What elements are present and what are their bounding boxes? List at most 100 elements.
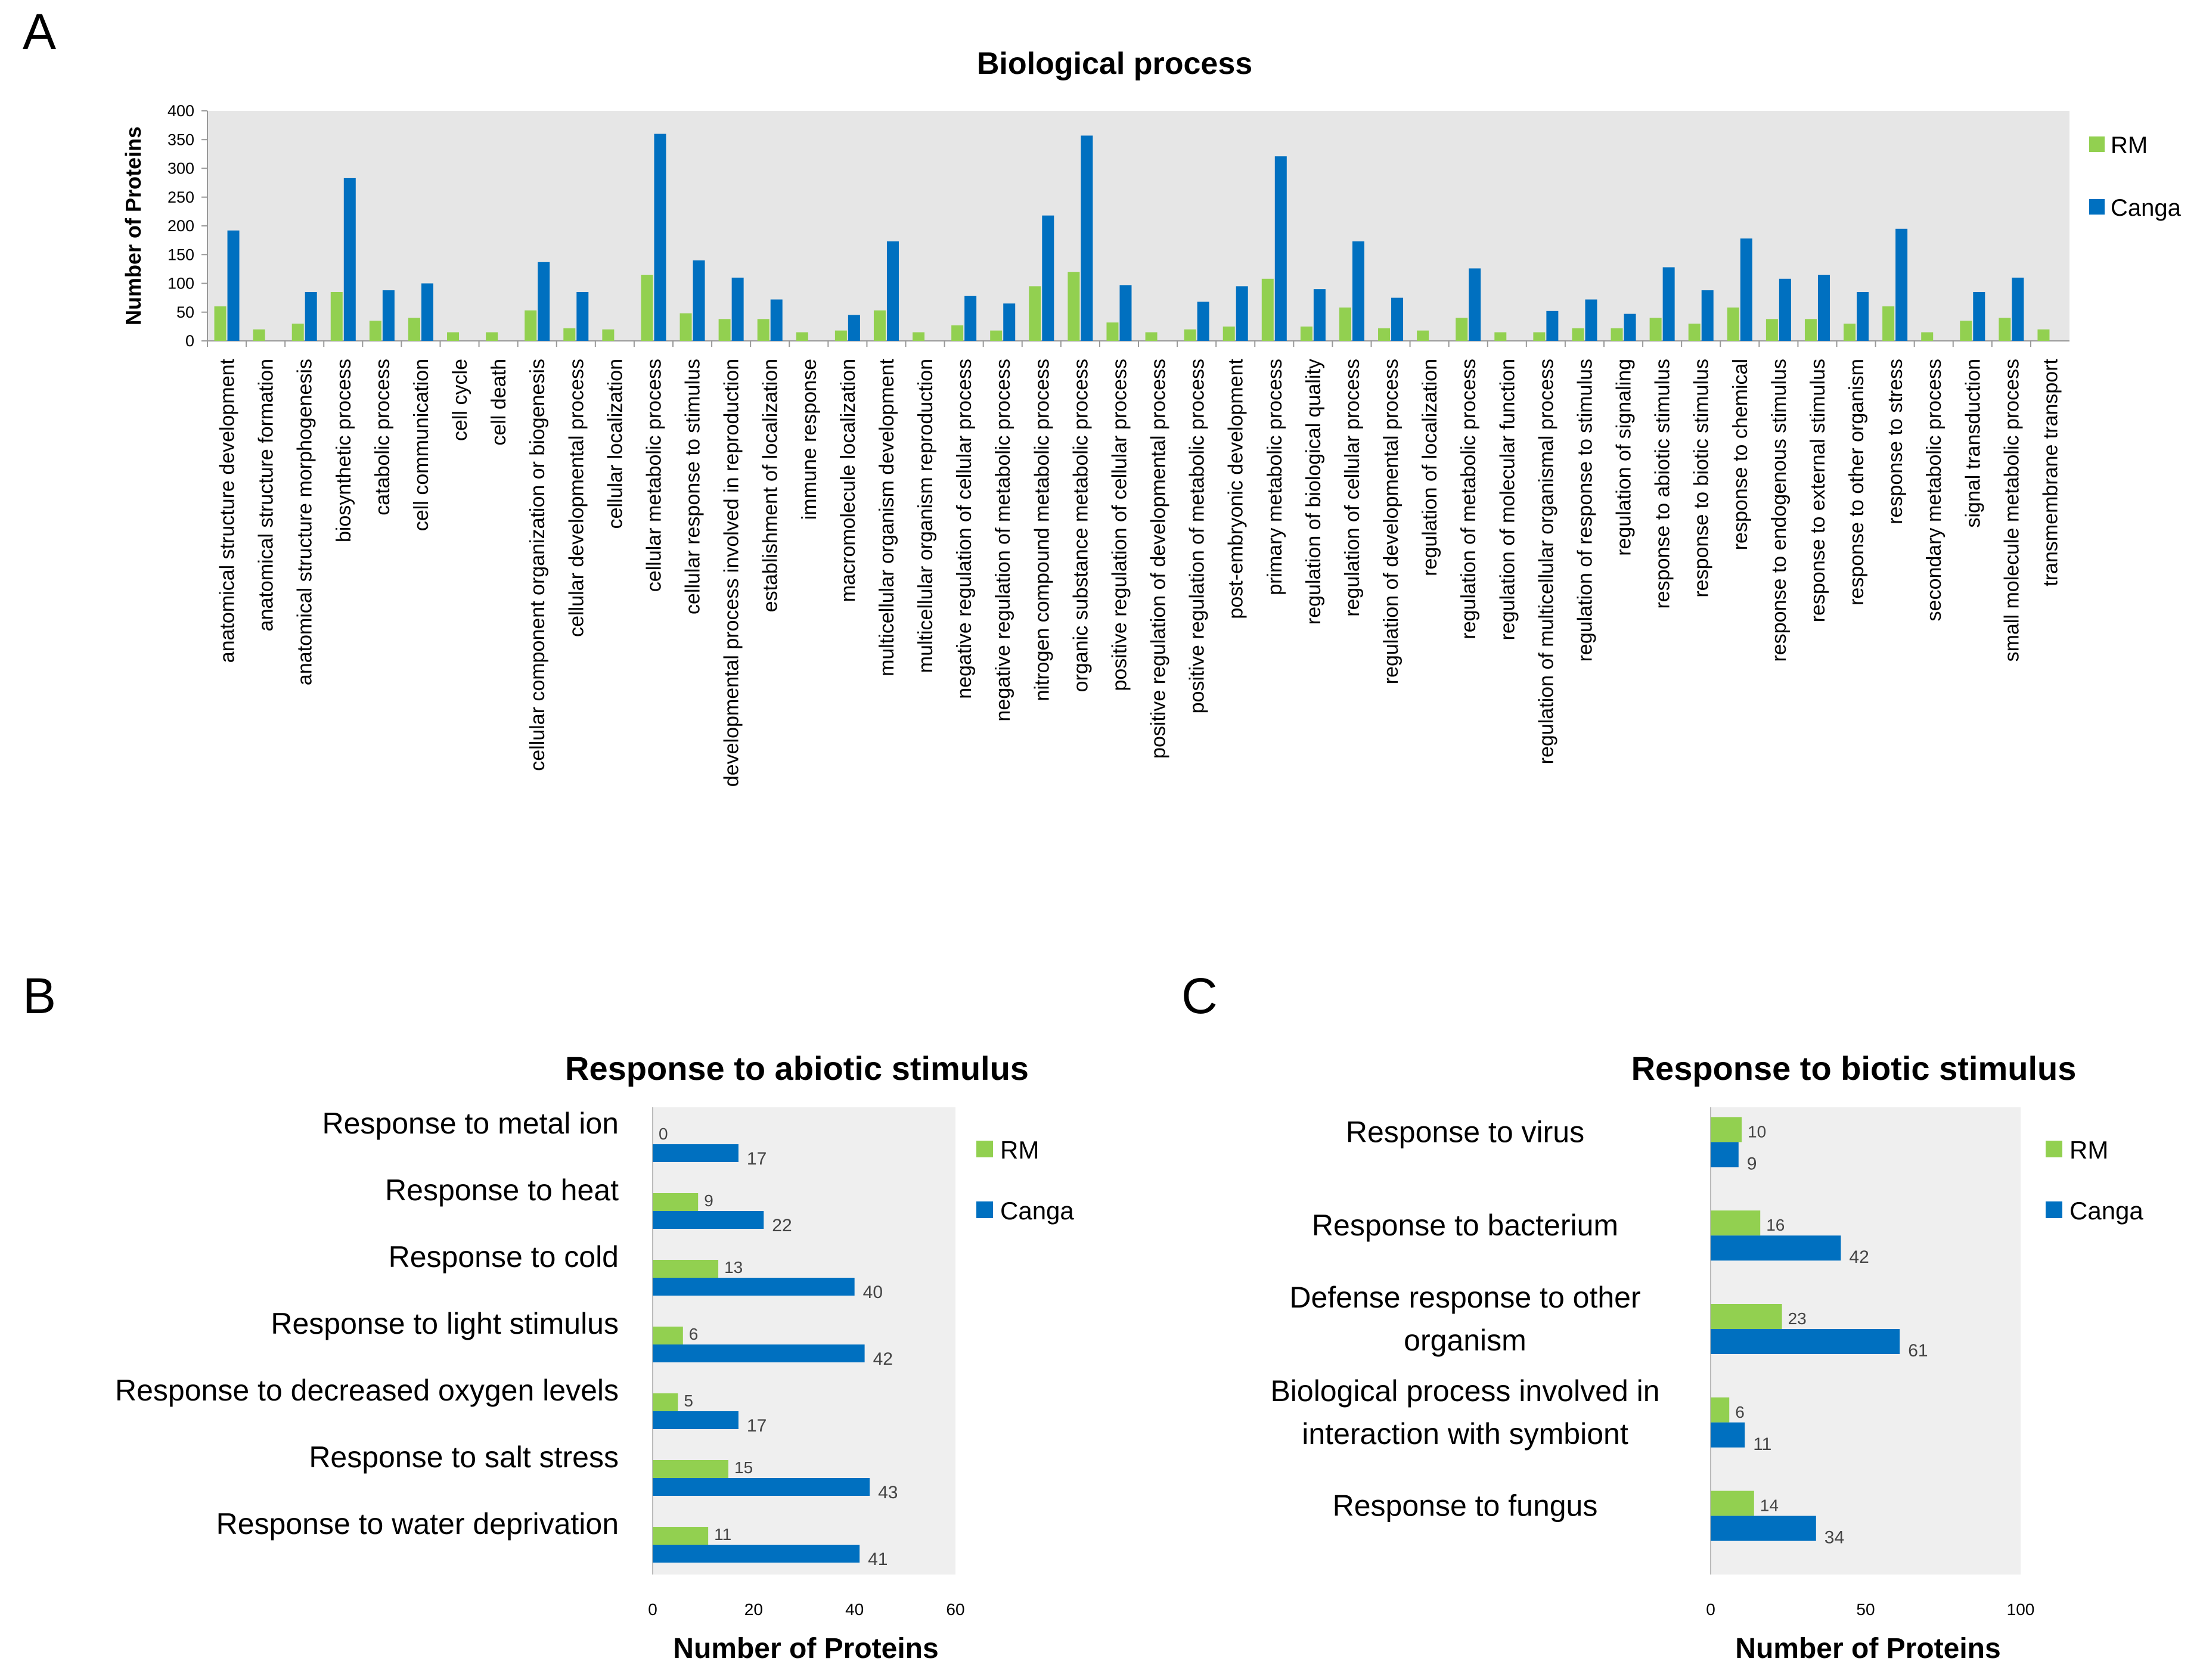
y-tick-label: 200 bbox=[167, 217, 194, 235]
y-tick-label: 0 bbox=[185, 332, 194, 350]
category-label: organism bbox=[1404, 1324, 1526, 1357]
x-tick-label: anatomical structure formation bbox=[255, 359, 278, 631]
data-label-canga: 34 bbox=[1825, 1528, 1844, 1548]
x-tick-label: small molecule metabolic process bbox=[2000, 359, 2023, 662]
bar-rm bbox=[2037, 329, 2050, 341]
bar-rm bbox=[253, 329, 265, 341]
x-tick-label: anatomical structure development bbox=[216, 358, 239, 663]
bar-rm bbox=[796, 332, 808, 341]
x-tick-label: regulation of molecular function bbox=[1496, 359, 1519, 641]
bar-rm bbox=[653, 1260, 719, 1278]
bar-canga bbox=[848, 315, 860, 341]
bar-canga bbox=[1662, 267, 1675, 341]
x-tick-label: cell communication bbox=[410, 359, 433, 531]
x-tick-label: regulation of metabolic process bbox=[1457, 359, 1480, 639]
bar-rm bbox=[653, 1327, 683, 1344]
x-tick-label: negative regulation of metabolic process bbox=[992, 359, 1014, 722]
bar-canga bbox=[2012, 277, 2024, 341]
x-tick-label: regulation of developmental process bbox=[1380, 359, 1403, 684]
bar-rm bbox=[1184, 329, 1196, 341]
data-label-rm: 9 bbox=[704, 1191, 713, 1210]
chart-title: Response to abiotic stimulus bbox=[565, 1049, 1029, 1087]
data-label-rm: 0 bbox=[659, 1125, 668, 1143]
x-tick-label: transmembrane transport bbox=[2039, 358, 2062, 586]
category-label: Response to bacterium bbox=[1312, 1209, 1618, 1242]
bar-canga bbox=[1313, 289, 1326, 341]
data-label-rm: 13 bbox=[724, 1258, 743, 1277]
bar-canga bbox=[576, 291, 589, 341]
bar-canga bbox=[1817, 275, 1830, 341]
plot-area bbox=[653, 1107, 955, 1575]
legend-swatch-canga bbox=[2046, 1201, 2062, 1218]
x-tick-label: response to external stimulus bbox=[1807, 359, 1829, 622]
bar-canga bbox=[1973, 291, 1985, 341]
legend-label-rm: RM bbox=[2069, 1136, 2108, 1164]
data-label-canga: 17 bbox=[747, 1149, 767, 1169]
category-label: Response to fungus bbox=[1333, 1489, 1598, 1523]
bar-rm bbox=[653, 1193, 699, 1211]
x-tick-label: 20 bbox=[744, 1600, 763, 1619]
x-tick-label: developmental process involved in reprod… bbox=[721, 359, 743, 787]
legend-label-canga: Canga bbox=[2111, 195, 2182, 221]
bar-rm bbox=[602, 329, 615, 341]
bar-canga bbox=[1740, 238, 1752, 341]
category-label: Response to virus bbox=[1346, 1115, 1584, 1148]
bar-canga bbox=[1711, 1235, 1841, 1261]
bar-canga bbox=[1585, 299, 1597, 341]
panel-letter-c: C bbox=[1181, 968, 1218, 1024]
bar-rm bbox=[1378, 328, 1391, 341]
x-axis-title: Number of Proteins bbox=[673, 1633, 938, 1665]
x-tick-label: cellular localization bbox=[604, 359, 626, 529]
bar-canga bbox=[1546, 310, 1559, 341]
data-label-canga: 41 bbox=[868, 1549, 888, 1569]
bar-rm bbox=[1456, 318, 1468, 341]
bar-canga bbox=[1711, 1422, 1745, 1448]
bar-rm bbox=[641, 275, 653, 341]
bar-canga bbox=[1711, 1329, 1900, 1354]
bar-canga bbox=[964, 296, 977, 341]
category-label: Biological process involved in bbox=[1270, 1374, 1659, 1408]
x-tick-label: multicellular organism reproduction bbox=[914, 359, 937, 673]
data-label-rm: 15 bbox=[734, 1458, 753, 1477]
category-label: Response to decreased oxygen levels bbox=[115, 1374, 619, 1407]
y-tick-label: 350 bbox=[167, 131, 194, 148]
panel-letter-b: B bbox=[23, 968, 56, 1024]
bar-rm bbox=[1572, 328, 1584, 341]
bar-rm bbox=[1804, 319, 1817, 341]
bar-rm bbox=[913, 332, 925, 341]
data-label-rm: 6 bbox=[1735, 1403, 1745, 1421]
bar-canga bbox=[1895, 228, 1908, 341]
category-label: Response to light stimulus bbox=[271, 1307, 619, 1340]
x-tick-label: positive regulation of metabolic process bbox=[1186, 359, 1209, 713]
x-tick-label: 0 bbox=[1706, 1600, 1715, 1619]
bar-canga bbox=[1469, 268, 1481, 341]
bar-canga bbox=[1236, 286, 1248, 341]
x-tick-label: positive regulation of developmental pro… bbox=[1147, 359, 1170, 759]
bar-canga bbox=[654, 133, 666, 341]
bar-rm bbox=[990, 330, 1003, 341]
legend-swatch-rm bbox=[976, 1141, 993, 1157]
bar-rm bbox=[369, 321, 381, 341]
x-tick-label: multicellular organism development bbox=[876, 358, 898, 676]
bar-rm bbox=[1688, 324, 1701, 341]
data-label-rm: 6 bbox=[689, 1325, 699, 1343]
x-tick-label: 0 bbox=[648, 1600, 657, 1619]
category-label: Response to salt stress bbox=[309, 1440, 619, 1474]
bar-rm bbox=[1533, 332, 1546, 341]
bar-rm bbox=[653, 1460, 728, 1478]
x-tick-label: establishment of localization bbox=[759, 359, 782, 612]
bar-rm bbox=[1711, 1117, 1742, 1142]
x-tick-label: signal transduction bbox=[1962, 359, 1984, 528]
bar-canga bbox=[538, 262, 550, 341]
panel-c-chart: Response to biotic stimulus 0 50 100 Number … bbox=[1270, 1049, 2143, 1665]
bar-canga bbox=[1779, 278, 1791, 341]
bar-rm bbox=[291, 324, 304, 341]
bar-rm bbox=[951, 325, 964, 341]
y-tick-label: 50 bbox=[176, 303, 194, 321]
legend-swatch-rm bbox=[2089, 136, 2105, 152]
bar-canga bbox=[653, 1344, 865, 1362]
bar-canga bbox=[653, 1211, 764, 1229]
bar-rm bbox=[1727, 308, 1739, 341]
bar-rm bbox=[679, 313, 692, 341]
